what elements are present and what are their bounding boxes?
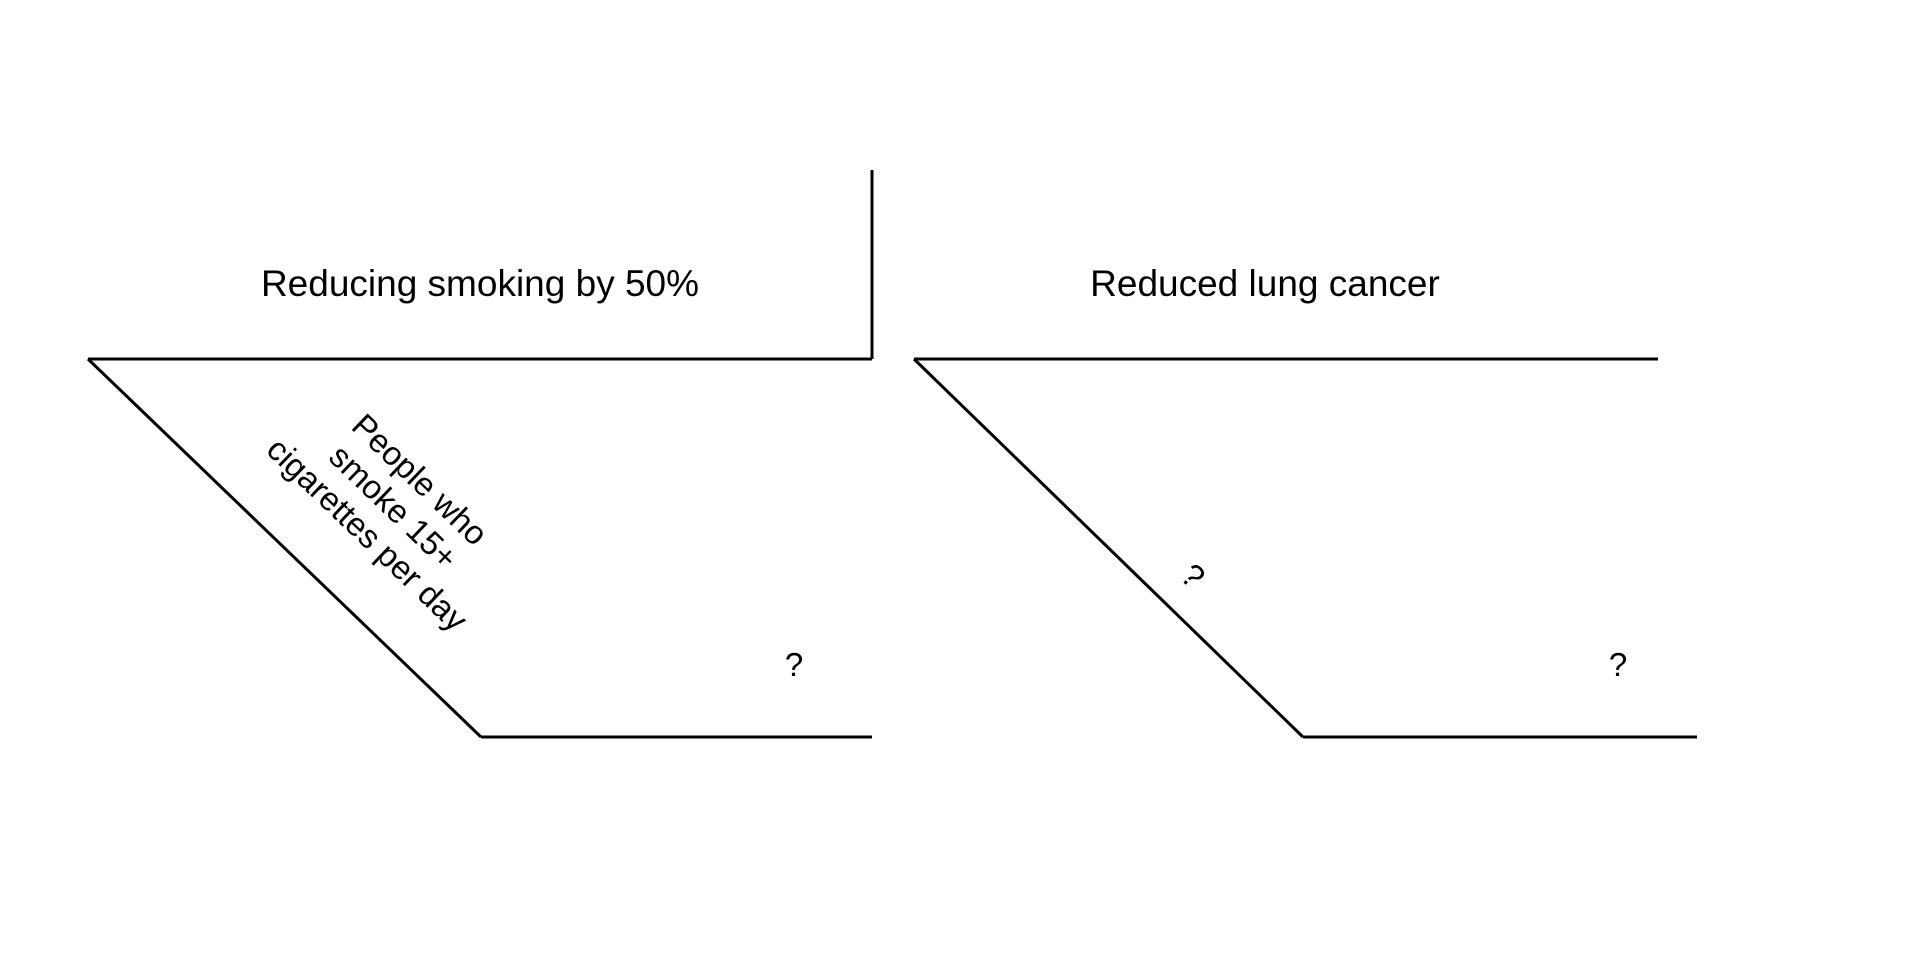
left-top-label: Reducing smoking by 50%: [261, 263, 699, 304]
right-slanted-question-label: ?: [1174, 556, 1213, 595]
right-slanted-branch: [912, 357, 1305, 739]
right-bottom-question-label: ?: [1609, 646, 1627, 683]
right-top-label: Reduced lung cancer: [1090, 263, 1440, 304]
left-bottom-question-label: ?: [785, 646, 803, 683]
left-slant-label-group: People who smoke 15+ cigarettes per day: [260, 406, 495, 638]
left-slanted-branch: [86, 357, 483, 739]
